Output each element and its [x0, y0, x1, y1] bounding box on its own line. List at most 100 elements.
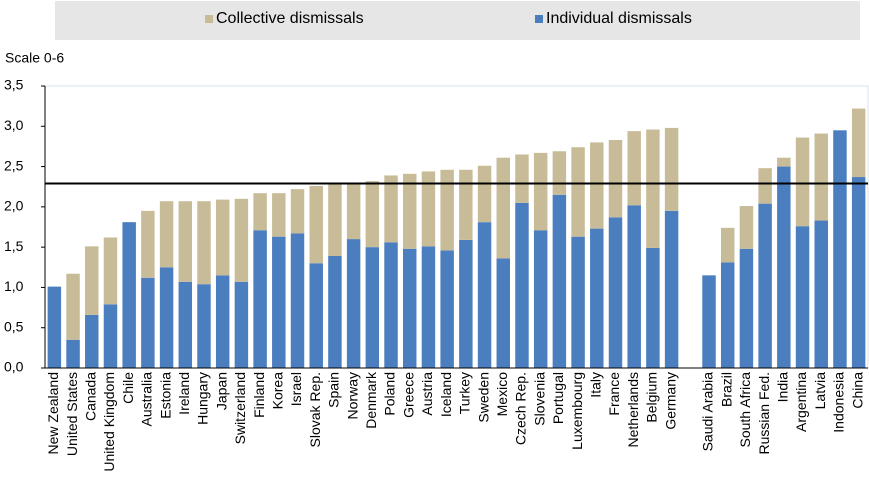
bar-segment: [552, 194, 567, 368]
bar-segment: [178, 281, 193, 368]
bar-segment: [421, 246, 436, 368]
bar-segment: [103, 304, 118, 368]
x-tick-label: New Zealand: [45, 372, 61, 455]
x-tick-label: France: [606, 372, 622, 416]
x-tick-label: United Kingdom: [101, 372, 117, 472]
bar-segment: [85, 314, 99, 368]
y-axis-label: Scale 0-6: [5, 50, 64, 66]
x-tick-label: Latvia: [812, 372, 828, 410]
x-tick-label: Belgium: [644, 372, 660, 423]
x-tick-label: Korea: [270, 372, 286, 410]
x-tick-label: Canada: [82, 372, 98, 421]
bar-segment: [758, 203, 772, 368]
bar-segment: [608, 217, 623, 368]
x-tick-label: Slovenia: [531, 372, 547, 426]
bar-segment: [608, 139, 623, 218]
x-tick-label: Netherlands: [625, 372, 641, 448]
x-tick-label: Slovak Rep.: [307, 372, 323, 447]
bar-segment: [66, 273, 80, 340]
bar-segment: [739, 206, 754, 249]
bar-segment: [403, 248, 417, 368]
bar-segment: [477, 222, 492, 368]
bar-segment: [833, 130, 847, 368]
bar-segment: [440, 169, 454, 251]
bar-segment: [646, 129, 660, 248]
bar-segment: [290, 233, 305, 368]
x-tick-label: Japan: [213, 372, 229, 410]
x-tick-label: Israel: [288, 372, 304, 406]
x-tick-label: Luxembourg: [569, 372, 585, 450]
bar-segment: [664, 210, 679, 368]
bar-segment: [197, 201, 211, 285]
x-tick-label: Greece: [400, 372, 416, 418]
bar-segment: [309, 185, 323, 264]
x-tick-label: Estonia: [157, 372, 173, 419]
x-tick-label: Turkey: [457, 372, 473, 414]
x-tick-label: Switzerland: [232, 372, 248, 444]
x-tick-label: Iceland: [438, 372, 454, 417]
bar-segment: [533, 230, 548, 368]
bar-segment: [552, 151, 567, 195]
bar-segment: [103, 237, 118, 305]
x-tick-label: Ireland: [176, 372, 192, 415]
bar-segment: [403, 173, 417, 249]
bar-segment: [272, 236, 286, 368]
legend-label: Individual dismissals: [546, 10, 692, 27]
x-tick-label: Australia: [139, 372, 155, 427]
bar-segment: [328, 256, 342, 368]
bar-segment: [141, 210, 155, 278]
bar-segment: [253, 193, 267, 231]
legend-box: [55, 1, 860, 40]
y-tick-label: 2,0: [4, 198, 24, 214]
bar-segment: [758, 168, 772, 204]
bar-segment: [234, 281, 249, 368]
bar-segment: [795, 137, 810, 227]
x-tick-label: Indonesia: [831, 372, 847, 433]
bar-segment: [122, 222, 136, 368]
bar-segment: [253, 230, 267, 368]
bar-segment: [496, 258, 510, 368]
legend-swatch: [535, 15, 543, 23]
y-tick-label: 3,5: [4, 77, 24, 93]
bar-segment: [814, 220, 828, 368]
bar-segment: [178, 201, 193, 282]
bar-segment: [590, 142, 604, 229]
x-tick-label: Brazil: [718, 372, 734, 407]
y-tick-label: 1,0: [4, 278, 24, 294]
bar-segment: [159, 201, 174, 268]
bar-segment: [197, 284, 211, 368]
x-tick-label: Italy: [587, 372, 603, 398]
x-tick-label: Chile: [120, 372, 136, 404]
x-tick-label: India: [775, 372, 791, 403]
bar-segment: [328, 184, 342, 257]
bar-segment: [720, 262, 735, 368]
bar-segment: [571, 147, 585, 237]
bar-segment: [384, 242, 398, 368]
x-tick-label: Norway: [344, 372, 360, 419]
bar-segment: [365, 247, 380, 368]
bar-segment: [851, 177, 866, 368]
bar-segment: [814, 133, 828, 221]
x-tick-label: Russian Fed.: [756, 372, 772, 454]
bar-segment: [477, 165, 492, 223]
x-tick-label: Argentina: [793, 372, 809, 432]
bar-segment: [47, 286, 62, 368]
x-tick-label: Germany: [662, 372, 678, 430]
bar-segment: [290, 189, 305, 234]
bar-segment: [215, 275, 230, 368]
bar-segment: [795, 226, 810, 368]
x-tick-label: Denmark: [363, 371, 379, 429]
x-tick-label: Hungary: [195, 372, 211, 425]
bar-segment: [459, 239, 473, 368]
legend-label: Collective dismissals: [216, 10, 364, 27]
bar-segment: [496, 157, 510, 259]
bar-segment: [851, 108, 866, 178]
bar-segment: [777, 166, 791, 368]
x-tick-label: Sweden: [475, 372, 491, 423]
legend-swatch: [205, 15, 213, 23]
bar-segment: [702, 275, 716, 368]
bar-segment: [421, 171, 436, 247]
bar-segment: [440, 250, 454, 368]
bar-segment: [646, 247, 660, 368]
